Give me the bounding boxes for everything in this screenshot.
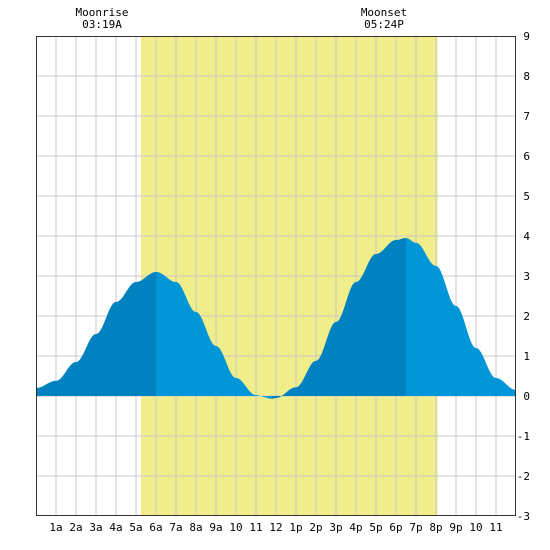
x-tick-label: 4a [109,521,122,534]
x-tick-labels: 1a 2a 3a 4a 5a 6a 7a 8a 9a 10 11 12 1p 2p 3p 4p 5p 6p 7p 8p… [49,521,502,534]
x-tick-label: 9a [209,521,222,534]
x-tick-label: 1a [49,521,62,534]
x-tick-label: 8a [189,521,202,534]
moon-annotation-label: Moonset [361,6,407,19]
x-tick-label: 10 [229,521,242,534]
y-tick-label: 4 [523,230,530,243]
x-tick-label: 6a [149,521,162,534]
x-tick-label: 7a [169,521,182,534]
y-tick-label: 9 [523,30,530,43]
y-tick-label: 5 [523,190,530,203]
x-tick-label: 5a [129,521,142,534]
x-tick-label: 6p [389,521,402,534]
tide-area-layer [36,238,516,399]
x-tick-label: 12 [269,521,282,534]
y-tick-label: 8 [523,70,530,83]
tide-area-falling [406,238,516,396]
moon-annotation-time: 05:24P [364,18,404,31]
y-tick-label: 1 [523,350,530,363]
x-tick-label: 9p [449,521,462,534]
x-tick-label: 1p [289,521,302,534]
x-tick-label: 8p [429,521,442,534]
plot-border-layer [36,36,516,516]
tide-area-rising [36,272,157,396]
y-tick-label: 0 [523,390,530,403]
x-tick-label: 2p [309,521,322,534]
x-tick-label: 3a [89,521,102,534]
y-tick-label: -2 [517,470,530,483]
x-tick-label: 5p [369,521,382,534]
y-tick-labels: 9 8 7 6 5 4 3 2 1 0 -1 -2 -3 [517,30,531,523]
y-tick-label: 3 [523,270,530,283]
y-tick-label: 7 [523,110,530,123]
y-tick-label: -1 [517,430,530,443]
x-tick-label: 11 [489,521,502,534]
x-tick-label: 10 [469,521,482,534]
y-tick-label: 6 [523,150,530,163]
x-tick-label: 4p [349,521,362,534]
y-tick-label: 2 [523,310,530,323]
y-tick-label: -3 [517,510,530,523]
moon-annotation-time: 03:19A [82,18,122,31]
grid-layer [36,36,516,516]
tide-area-falling [156,272,272,399]
plot-border [36,36,516,516]
x-tick-label: 2a [69,521,82,534]
x-tick-label: 11 [249,521,262,534]
moon-annotation-label: Moonrise [76,6,129,19]
x-tick-label: 7p [409,521,422,534]
x-tick-label: 3p [329,521,342,534]
tide-area-rising [272,238,406,399]
